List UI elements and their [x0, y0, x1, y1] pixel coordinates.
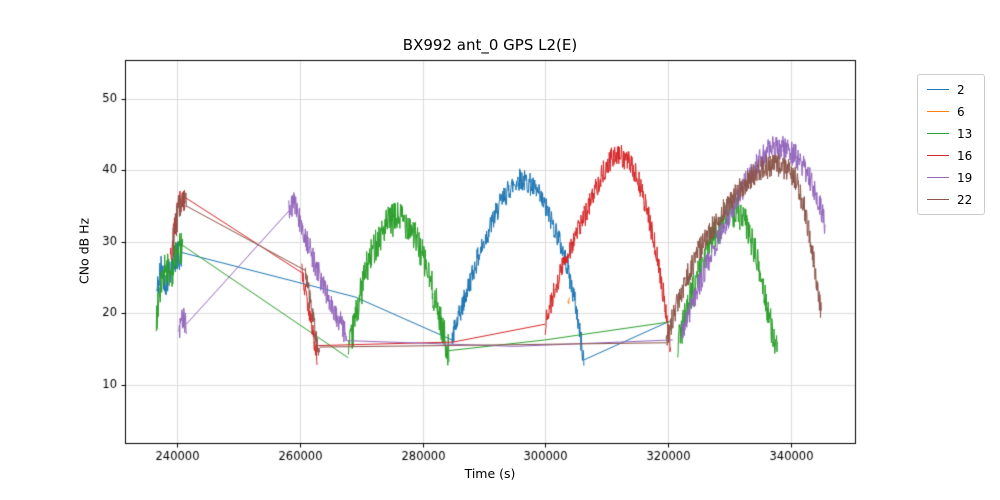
legend-line-sample	[927, 89, 949, 90]
legend-item: 19	[927, 170, 972, 185]
legend-label: 16	[957, 148, 973, 163]
legend-item: 22	[927, 192, 972, 207]
legend-line-sample	[927, 111, 949, 112]
legend-line-sample	[927, 133, 949, 134]
legend-item: 6	[927, 104, 972, 119]
chart-title: BX992 ant_0 GPS L2(E)	[402, 36, 578, 54]
legend-label: 19	[957, 170, 973, 185]
legend-label: 13	[957, 126, 973, 141]
x-axis-label: Time (s)	[464, 466, 516, 481]
legend-label: 2	[957, 82, 965, 97]
legend-line-sample	[927, 199, 949, 200]
legend: 2 6 13 16 19 22	[917, 74, 986, 215]
legend-label: 22	[957, 192, 973, 207]
legend-label: 6	[957, 104, 965, 119]
legend-item: 16	[927, 148, 972, 163]
y-axis-label: CNo dB Hz	[76, 217, 92, 285]
legend-line-sample	[927, 177, 949, 178]
legend-item: 2	[927, 82, 972, 97]
legend-item: 13	[927, 126, 972, 141]
legend-line-sample	[927, 155, 949, 156]
